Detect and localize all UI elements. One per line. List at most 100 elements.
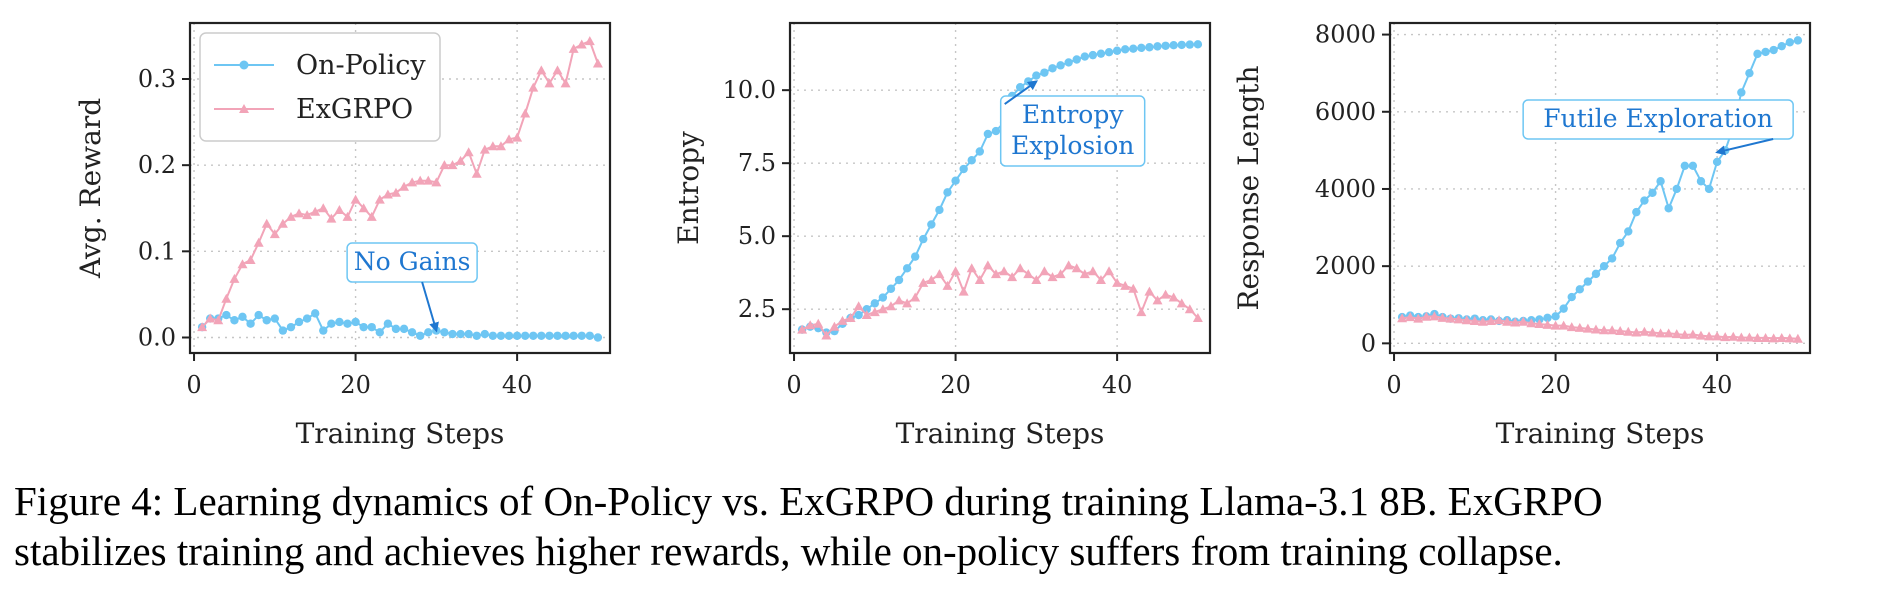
on-policy-point [1656, 177, 1665, 186]
exgrpo-point [1405, 312, 1416, 322]
exgrpo-point [528, 82, 539, 92]
exgrpo-point [1144, 286, 1155, 296]
exgrpo-point [829, 321, 840, 331]
exgrpo-point [1687, 329, 1698, 339]
x-tick-label: 0 [1386, 371, 1401, 399]
exgrpo-point [439, 160, 450, 170]
exgrpo-point [1518, 316, 1529, 326]
exgrpo-point [1574, 322, 1585, 332]
exgrpo-point [1502, 316, 1513, 326]
exgrpo-point [902, 298, 913, 308]
exgrpo-point [584, 36, 595, 46]
exgrpo-point [1599, 325, 1610, 335]
exgrpo-point [982, 260, 993, 270]
exgrpo-point [926, 274, 937, 284]
on-policy-point [286, 322, 296, 332]
on-policy-point [537, 331, 546, 340]
y-tick-label: 2000 [1315, 252, 1376, 280]
on-policy-point [1640, 196, 1649, 205]
exgrpo-point [1752, 332, 1763, 342]
exgrpo-point [1623, 326, 1634, 336]
on-policy-point [967, 156, 976, 165]
exgrpo-point [487, 141, 498, 151]
chart-reward: 0 20 40 0.0 0.1 0.2 0.3 Training Steps Avg. Rewa… [74, 21, 612, 450]
on-policy-point [1680, 161, 1690, 171]
on-policy-point [1551, 312, 1560, 321]
exgrpo-point [1760, 332, 1771, 342]
exgrpo-point [1095, 274, 1106, 284]
on-policy-point [1080, 52, 1090, 61]
on-policy-point [975, 147, 985, 156]
on-policy-point [870, 299, 880, 308]
exgrpo-point [1413, 313, 1424, 323]
exgrpo-point [1031, 274, 1042, 284]
on-policy-point [983, 129, 993, 139]
exgrpo-point [285, 211, 296, 221]
exgrpo-point [1615, 326, 1626, 335]
on-policy-point [1193, 40, 1203, 49]
y-axis-label: Response Length [1232, 65, 1265, 310]
on-policy-point [1712, 157, 1722, 167]
on-policy-point [1185, 40, 1195, 49]
on-policy-line [801, 43, 1198, 334]
on-policy-point [424, 328, 433, 337]
caption-line-1: Figure 4: Learning dynamics of On-Policy… [14, 478, 1603, 524]
exgrpo-point [1055, 269, 1066, 279]
exgrpo-point [1494, 315, 1505, 325]
on-policy-point [1632, 207, 1641, 217]
on-policy-point [1793, 36, 1803, 45]
on-policy-point [529, 331, 538, 340]
x-tick-label: 20 [340, 371, 371, 399]
exgrpo-point [1784, 333, 1795, 343]
exgrpo-point [1679, 329, 1690, 339]
on-policy-point [1153, 42, 1162, 51]
on-policy-point [1761, 47, 1770, 57]
exgrpo-point [1469, 315, 1480, 325]
on-policy-point [391, 324, 401, 334]
on-policy-point [399, 324, 409, 334]
on-policy-point [935, 205, 944, 215]
annotation: Futile Exploration [1522, 99, 1794, 156]
on-policy-point [927, 220, 936, 229]
exgrpo-point [350, 194, 361, 204]
exgrpo-line [801, 263, 1199, 338]
exgrpo-point [845, 312, 856, 322]
exgrpo-point [1160, 289, 1171, 299]
on-policy-point [246, 319, 255, 328]
exgrpo-point [455, 155, 466, 165]
exgrpo-point [326, 213, 337, 223]
on-policy-point [577, 331, 586, 340]
exgrpo-point [504, 134, 515, 144]
exgrpo-point [229, 273, 240, 283]
exgrpo-point [1655, 328, 1666, 338]
on-policy-point [375, 328, 385, 337]
on-policy-point [294, 317, 304, 327]
series-exgrpo [1397, 311, 1803, 343]
x-axis-label: Training Steps [896, 417, 1105, 450]
exgrpo-point [1671, 329, 1682, 339]
y-tick-label: 5.0 [738, 222, 776, 250]
on-policy-point [1696, 177, 1706, 186]
exgrpo-point [342, 211, 353, 221]
figure-panels: 0 20 40 0.0 0.1 0.2 0.3 Training Steps Avg. Rewa… [74, 21, 1812, 450]
exgrpo-point [1184, 304, 1195, 314]
axes-frame [188, 21, 612, 355]
exgrpo-point [245, 254, 256, 264]
exgrpo-point [1477, 316, 1488, 326]
exgrpo-point [221, 293, 232, 303]
annotation-box [346, 242, 478, 283]
on-policy-point [310, 309, 320, 318]
on-policy-point [1624, 227, 1633, 236]
on-policy-point [569, 331, 578, 340]
exgrpo-point [1542, 319, 1553, 329]
on-policy-point [1664, 204, 1673, 213]
on-policy-point [319, 326, 328, 335]
on-policy-point [1177, 40, 1186, 50]
on-policy-point [343, 319, 352, 328]
series-on-policy [797, 40, 1203, 337]
on-policy-point [472, 331, 481, 340]
exgrpo-point [205, 313, 216, 323]
on-policy-point [1161, 41, 1170, 50]
exgrpo-point [877, 304, 888, 314]
